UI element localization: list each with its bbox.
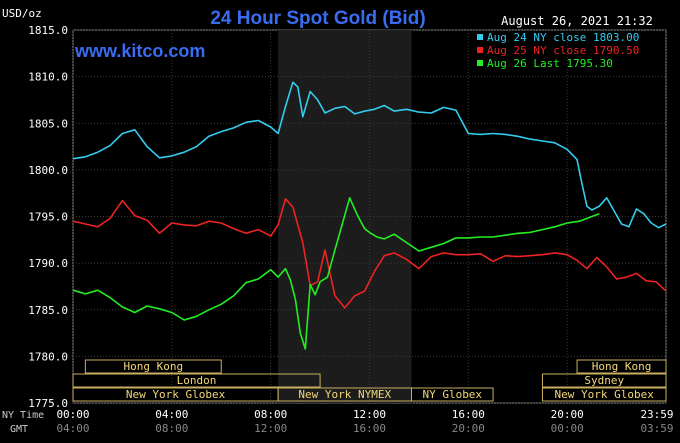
x-tick-label-gmt: 16:00 [353,422,386,435]
x-tick-label-ny: 04:00 [155,408,188,421]
legend-swatch-2 [477,47,483,53]
x-tick-label-gmt: 03:59 [640,422,673,435]
session-bar [72,373,321,388]
x-row-label-ny: NY Time [2,410,44,421]
legend-entry-1: Aug 24 NY close 1803.00 [487,31,639,44]
y-tick-label: 1790.0 [28,257,68,270]
legend-entry-2: Aug 25 NY close 1790.50 [487,44,639,57]
series-line-3 [72,197,600,350]
session-label: Hong Kong [123,360,183,373]
x-tick-label-gmt: 00:00 [551,422,584,435]
y-tick-label: 1775.0 [28,397,68,410]
series-line-1 [72,81,667,229]
y-tick-label: 1780.0 [28,350,68,363]
x-tick-label-ny: 00:00 [56,408,89,421]
y-tick-label: 1815.0 [28,24,68,37]
session-label: New York NYMEX [298,388,391,401]
x-tick-label-gmt: 08:00 [155,422,188,435]
x-tick-label-ny: 08:00 [254,408,287,421]
x-row-label-gmt: GMT [10,424,28,435]
y-tick-label: 1800.0 [28,164,68,177]
y-tick-label: 1805.0 [28,117,68,130]
session-bar [576,359,667,374]
session-label: New York Globex [126,388,226,401]
legend-swatch-3 [477,60,483,66]
x-tick-label-gmt: 04:00 [56,422,89,435]
watermark: www.kitco.com [74,41,205,61]
chart-title: 24 Hour Spot Gold (Bid) [210,8,425,29]
legend-swatch-1 [477,34,483,40]
timestamp: August 26, 2021 21:32 [501,14,653,28]
series-line-2 [72,198,667,309]
legend: Aug 24 NY close 1803.00 Aug 25 NY close … [477,31,639,70]
session-label: New York Globex [555,388,655,401]
x-tick-label-gmt: 20:00 [452,422,485,435]
y-tick-label: 1785.0 [28,304,68,317]
x-tick-label-ny: 20:00 [551,408,584,421]
session-bar [541,373,667,388]
x-tick-label-gmt: 12:00 [254,422,287,435]
x-tick-label-ny: 16:00 [452,408,485,421]
y-tick-label: 1795.0 [28,211,68,224]
session-label: Sydney [584,374,624,387]
y-tick-label: 1810.0 [28,71,68,84]
session-label: London [177,374,217,387]
session-bar [541,387,667,402]
session-label: Hong Kong [592,360,652,373]
session-bar [84,359,222,374]
x-tick-label-ny: 23:59 [640,408,673,421]
session-bar [411,387,494,402]
x-tick-label-ny: 12:00 [353,408,386,421]
unit-label: USD/oz [2,7,42,20]
legend-entry-3: Aug 26 Last 1795.30 [487,57,613,70]
session-label: NY Globex [422,388,482,401]
